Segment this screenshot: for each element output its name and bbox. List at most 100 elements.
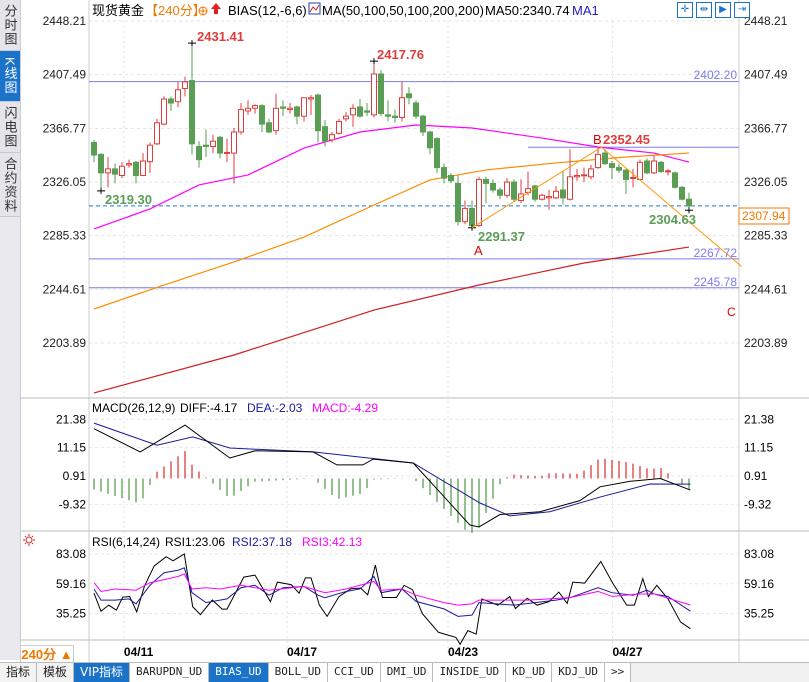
candle-up (350, 104, 356, 127)
macd-title: MACD(26,12,9) (92, 401, 175, 415)
candle-down (112, 163, 118, 184)
ma-line-ma200 (93, 246, 690, 394)
candle-body (336, 120, 342, 134)
candle-up (175, 81, 181, 107)
candle-down (434, 137, 440, 173)
candle-body (644, 160, 650, 174)
ma50-value: MA50:2340.74 (485, 3, 570, 18)
macd-tick-right: 0.91 (744, 469, 768, 483)
candle-body (434, 138, 440, 169)
settings-sun-icon[interactable] (23, 534, 35, 546)
rsi-tick-right: 59.16 (744, 577, 774, 591)
candle-down (483, 176, 489, 204)
candle-body (259, 105, 265, 125)
macd-tick-right: 11.15 (744, 441, 773, 455)
tab-flash-chart[interactable]: 闪电图 (0, 102, 20, 153)
candle-body (616, 167, 622, 171)
tab-indicators[interactable]: 指标 (0, 663, 38, 682)
candle-up (126, 159, 132, 168)
candle-body (231, 131, 237, 154)
candle-body (553, 190, 559, 199)
tab-inside[interactable]: INSIDE_UD (433, 663, 507, 682)
macd-tick-right: -9.32 (744, 497, 772, 511)
kline-chart[interactable]: 现货黄金 【240分】 BIAS(12,-6,6) MA(50,100,50,1… (0, 0, 809, 662)
tab-kd[interactable]: KD_UD (506, 663, 553, 682)
candle-down (679, 186, 685, 201)
candle-body (203, 144, 209, 147)
candle-body (308, 97, 314, 100)
candle-body (511, 181, 517, 200)
candle-down (133, 160, 139, 184)
tab-templates[interactable]: 模板 (37, 663, 75, 682)
candle-down (469, 200, 475, 228)
goto-end-icon[interactable]: ⇥ (734, 2, 750, 18)
zoom-range-icon[interactable]: ⇹ (696, 2, 712, 18)
candle-down (203, 129, 209, 158)
point-b-label: B (593, 132, 602, 147)
tab-kline-chart[interactable]: K线图 (0, 51, 20, 102)
candle-down (644, 158, 650, 175)
candle-up (665, 168, 671, 176)
candle-body (112, 168, 118, 175)
candle-down (364, 102, 370, 117)
trend-lines[interactable] (471, 146, 742, 267)
candle-body (350, 107, 356, 116)
candle-up (539, 193, 545, 201)
price-axis: 2448.21 2448.21 2407.49 2407.49 2366.77 2366.… (43, 14, 788, 350)
candle-body (574, 174, 580, 178)
candle-body (532, 185, 538, 200)
candle-down (616, 163, 622, 173)
tab-vip-indicators[interactable]: VIP指标 (74, 663, 131, 682)
candle-up (147, 142, 153, 173)
dea-line (93, 422, 691, 517)
candle-body (105, 168, 111, 174)
candle-down (280, 100, 286, 117)
candle-body (406, 93, 412, 99)
candle-up (329, 131, 335, 143)
play-icon[interactable]: ▶ (715, 2, 731, 18)
tab-boll[interactable]: BOLL_UD (268, 663, 328, 682)
candle-down (189, 43, 195, 155)
tab-contract-info[interactable]: 合约资料 (0, 153, 20, 217)
tab-cci[interactable]: CCI_UD (327, 663, 381, 682)
macd-panel: 21.38 21.38 11.15 11.15 0.91 0.91 -9.32 -9.32 (56, 412, 774, 533)
current-price: 2307.94 (742, 209, 786, 223)
candle-up (588, 164, 594, 180)
candle-body (126, 163, 132, 166)
candle-body (119, 165, 125, 176)
ma-chart-icon (308, 2, 321, 15)
candle-body (175, 89, 181, 103)
rsi-panel: 83.08 83.08 59.16 59.16 35.25 35.25 (56, 547, 774, 646)
candle-up (140, 153, 146, 176)
candle-body (630, 176, 636, 179)
tab-more[interactable]: >> (604, 663, 632, 682)
price-tick-right: 2203.89 (744, 336, 788, 350)
tab-time-chart[interactable]: 分时图 (0, 0, 20, 51)
candle-body (273, 107, 279, 132)
candle-up (553, 186, 559, 200)
candle-up (504, 178, 510, 198)
tab-bias[interactable]: BIAS_UD (209, 663, 269, 682)
rsi-tick-left: 35.25 (56, 607, 86, 621)
candle-up (546, 189, 552, 210)
candle-down (294, 105, 300, 125)
candle-down (378, 70, 384, 117)
macd-tick-left: 21.38 (56, 412, 86, 426)
price-tick-left: 2326.05 (43, 175, 87, 189)
ma-line-ma100 (93, 152, 690, 310)
tab-barupdn[interactable]: BARUPDN_UD (130, 663, 210, 682)
candle-down (315, 93, 321, 143)
candle-body (441, 167, 447, 179)
abc-trend-line (471, 146, 742, 267)
rsi-tick-left: 83.08 (56, 547, 86, 561)
extreme-marker (97, 187, 105, 194)
candle-down (168, 96, 174, 111)
price-tick-right: 2366.77 (744, 121, 788, 135)
crosshair-icon[interactable]: ✛ (677, 2, 693, 18)
candle-up (245, 100, 251, 115)
tab-dmi[interactable]: DMI_UD (380, 663, 434, 682)
candle-up (119, 162, 125, 179)
tab-kdj[interactable]: KDJ_UD (552, 663, 605, 682)
candle-up (210, 134, 216, 154)
candle-body (588, 168, 594, 178)
